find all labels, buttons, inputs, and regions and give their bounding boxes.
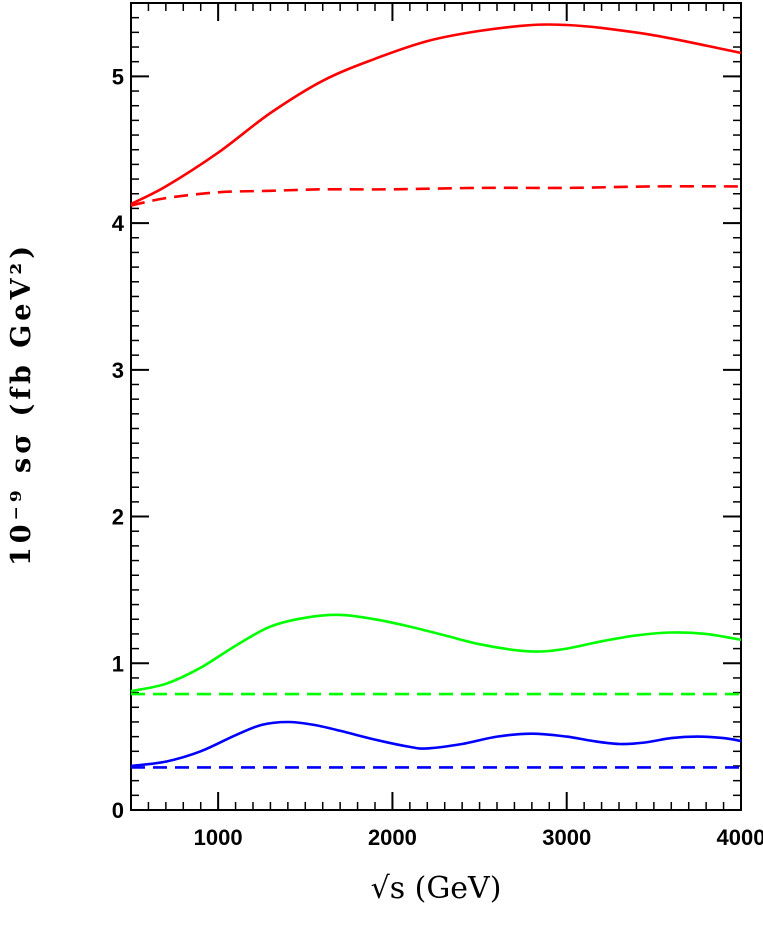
plot-frame bbox=[130, 2, 742, 811]
series-line-3-solid bbox=[130, 613, 742, 693]
y-tick-label: 4 bbox=[112, 211, 125, 236]
y-tick-label: 0 bbox=[112, 798, 124, 823]
axis-ticks bbox=[130, 2, 742, 811]
x-tick-label: 1000 bbox=[194, 825, 243, 850]
x-axis-label: √s (GeV) bbox=[371, 871, 502, 906]
series-line-5-solid bbox=[130, 720, 742, 768]
x-tick-label: 4000 bbox=[717, 825, 763, 850]
y-tick-label: 1 bbox=[112, 651, 124, 676]
y-tick-label: 2 bbox=[112, 505, 124, 530]
y-tick-label: 3 bbox=[112, 358, 124, 383]
y-tick-label: 5 bbox=[112, 64, 124, 89]
x-tick-label: 2000 bbox=[368, 825, 417, 850]
tick-labels: 1000 2000 3000 4000 0 1 2 3 4 5 bbox=[112, 64, 763, 850]
series-line-2-dashed bbox=[130, 185, 742, 207]
x-tick-label: 3000 bbox=[542, 825, 591, 850]
data-series bbox=[130, 23, 742, 769]
y-axis-label: 10⁻⁹ sσ (fb GeV²) bbox=[6, 242, 37, 566]
series-line-1-solid bbox=[130, 23, 742, 206]
